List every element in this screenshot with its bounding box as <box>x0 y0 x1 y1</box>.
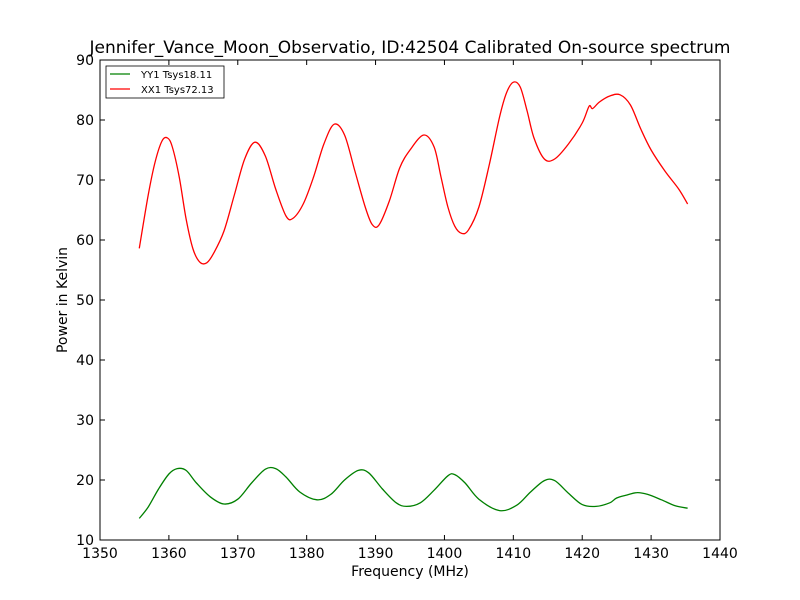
legend-box <box>105 65 225 99</box>
x-axis-label: Frequency (MHz) <box>351 564 469 580</box>
x-tick-label: 1380 <box>289 546 325 562</box>
y-tick-label: 50 <box>76 293 94 309</box>
x-tick-label: 1400 <box>427 546 463 562</box>
x-tick-label: 1370 <box>220 546 256 562</box>
y-tick-label: 90 <box>76 53 94 69</box>
plot-area <box>99 59 721 541</box>
x-tick-label: 1430 <box>633 546 669 562</box>
y-tick-label: 10 <box>76 533 94 549</box>
x-tick-label: 1360 <box>151 546 187 562</box>
x-tick-label: 1410 <box>496 546 532 562</box>
legend-label-xx1: XX1 Tsys72.13 <box>141 85 214 96</box>
y-tick-label: 30 <box>76 413 94 429</box>
x-tick-label: 1420 <box>564 546 600 562</box>
axis-ticks: 1350 1360 1370 1380 1390 1400 1410 1420 1430 1440… <box>76 53 738 562</box>
y-axis-label: Power in Kelvin <box>55 247 71 353</box>
x-tick-label: 1440 <box>702 546 738 562</box>
series-lines <box>138 81 689 519</box>
series-line-xx1 <box>138 81 689 265</box>
y-tick-label: 70 <box>76 173 94 189</box>
legend: YY1 Tsys18.11 XX1 Tsys72.13 <box>105 65 225 99</box>
x-tick-label: 1350 <box>82 546 118 562</box>
x-tick-label: 1390 <box>358 546 394 562</box>
y-tick-label: 20 <box>76 473 94 489</box>
y-tick-label: 60 <box>76 233 94 249</box>
y-tick-label: 40 <box>76 353 94 369</box>
series-line-yy1 <box>138 466 688 519</box>
chart-title: Jennifer_Vance_Moon_Observatio, ID:42504… <box>89 38 731 58</box>
y-tick-label: 80 <box>76 113 94 129</box>
legend-label-yy1: YY1 Tsys18.11 <box>140 70 212 81</box>
